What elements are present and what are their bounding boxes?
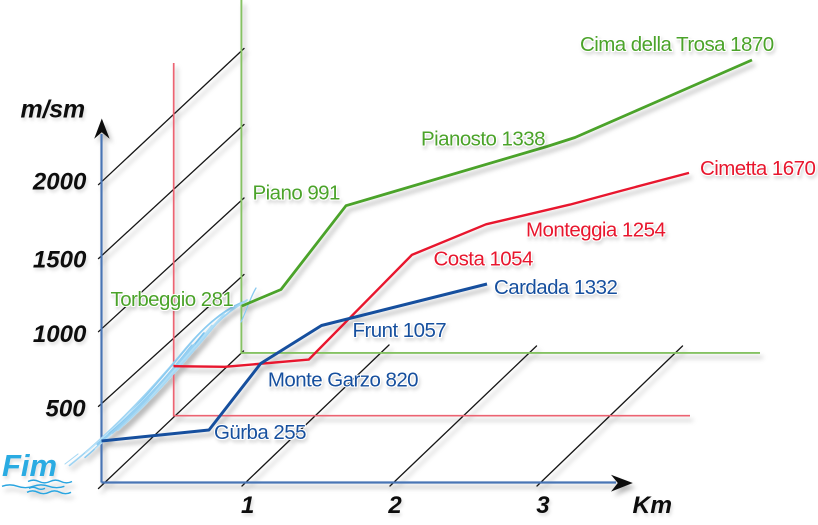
svg-text:Frunt 1057: Frunt 1057 [353,319,447,342]
svg-text:Fim: Fim [2,448,57,483]
svg-text:500: 500 [46,395,87,422]
svg-text:Gürba 255: Gürba 255 [214,421,306,444]
svg-text:Monte Garzo 820: Monte Garzo 820 [268,368,418,391]
svg-text:1500: 1500 [33,247,87,274]
svg-text:Cardada 1332: Cardada 1332 [494,276,617,299]
svg-text:2000: 2000 [32,169,87,196]
svg-text:Cima della Trosa 1870: Cima della Trosa 1870 [580,33,774,56]
svg-text:1: 1 [241,492,254,519]
svg-text:1000: 1000 [33,321,87,348]
svg-text:Costa 1054: Costa 1054 [434,248,534,271]
svg-text:Cimetta 1670: Cimetta 1670 [700,157,815,180]
svg-text:m/sm: m/sm [20,96,85,124]
svg-text:Km: Km [633,492,672,519]
svg-text:Torbeggio 281: Torbeggio 281 [111,288,234,311]
svg-text:Pianosto 1338: Pianosto 1338 [421,128,545,151]
svg-text:3: 3 [536,492,550,519]
svg-text:Monteggia 1254: Monteggia 1254 [526,219,665,242]
svg-text:Piano 991: Piano 991 [253,182,341,205]
svg-text:2: 2 [387,492,402,519]
